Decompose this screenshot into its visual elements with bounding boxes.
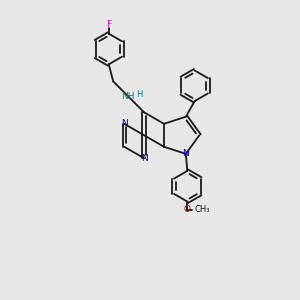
- Text: N: N: [182, 149, 189, 158]
- Text: F: F: [106, 20, 111, 29]
- Text: NH: NH: [121, 92, 135, 100]
- Text: H: H: [136, 90, 142, 99]
- Text: CH₃: CH₃: [195, 205, 210, 214]
- Text: N: N: [121, 119, 128, 128]
- Text: N: N: [141, 154, 148, 163]
- Text: O: O: [184, 205, 191, 214]
